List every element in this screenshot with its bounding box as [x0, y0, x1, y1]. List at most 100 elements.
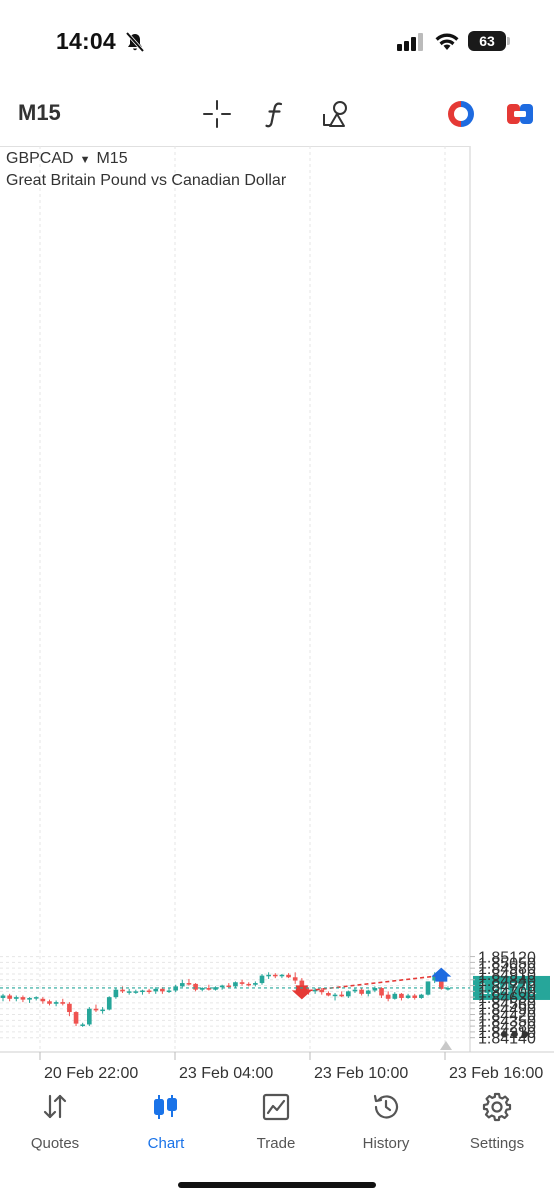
tab-history[interactable]: History: [331, 1092, 441, 1152]
x-tick-label: 23 Feb 16:00: [449, 1065, 543, 1082]
x-tick-label: 23 Feb 04:00: [179, 1065, 273, 1082]
candle-body: [412, 995, 418, 998]
candle-body: [133, 991, 139, 993]
candle-body: [365, 990, 371, 994]
candle-body: [199, 988, 205, 990]
x-tick-label: 23 Feb 10:00: [314, 1065, 408, 1082]
tab-history-label: History: [362, 1135, 410, 1152]
candle-body: [272, 974, 278, 977]
price-chart[interactable]: 1.84741 1.851201.850501.849801.849101.84…: [0, 146, 554, 1092]
buy-sell-icon[interactable]: [443, 96, 479, 132]
timeframe-button[interactable]: M15: [18, 100, 61, 125]
scroll-end-icon: [440, 1041, 452, 1050]
candle-body: [319, 989, 325, 993]
candle-body: [239, 982, 245, 984]
candle-body: [432, 975, 437, 981]
candle-body: [113, 989, 119, 998]
current-price-label: 1.84741: [479, 981, 537, 998]
current-price-badge: [473, 975, 550, 1000]
candle-body: [279, 974, 285, 977]
symbol-name[interactable]: GBPCAD: [6, 150, 74, 167]
candle-body: [153, 988, 159, 992]
tab-quotes-label: Quotes: [30, 1135, 80, 1152]
candle-body: [206, 988, 212, 990]
candle-body: [405, 995, 411, 998]
chevron-down-icon[interactable]: ▼: [79, 154, 91, 166]
battery-icon: 63: [468, 31, 506, 51]
y-tick-label: 1.84700: [478, 984, 536, 1001]
candle-body: [312, 989, 318, 992]
candle-body: [219, 985, 225, 988]
candle-body: [326, 993, 331, 996]
tab-settings[interactable]: Settings: [442, 1092, 552, 1152]
candle-body: [80, 1024, 86, 1026]
battery-cap: [507, 37, 510, 45]
y-tick-label: 1.84490: [478, 1002, 536, 1019]
candle-body: [346, 991, 351, 997]
candle-body: [140, 990, 145, 993]
candle-body: [40, 998, 46, 1002]
wifi-icon: [434, 31, 460, 56]
candle-body: [120, 989, 125, 992]
candle-body: [286, 974, 291, 978]
candle-body: [419, 994, 424, 998]
candle-body: [339, 994, 345, 997]
crosshair-icon[interactable]: [199, 96, 235, 132]
y-tick-label: 1.84420: [478, 1008, 536, 1025]
symbol-timeframe: M15: [96, 150, 128, 167]
candle-body: [13, 997, 19, 999]
candle-body: [233, 982, 238, 987]
y-tick-label: 1.84560: [478, 996, 536, 1013]
candle-body: [186, 983, 192, 985]
home-indicator: [178, 1182, 376, 1188]
candle-body: [352, 989, 358, 992]
candle-body: [445, 988, 451, 990]
tab-chart-label: Chart: [147, 1135, 185, 1152]
y-tick-label: 1.85120: [478, 950, 536, 967]
more-options-icon[interactable]: •••: [500, 1021, 532, 1048]
candle-body: [73, 1012, 79, 1024]
buy-marker-icon: [431, 967, 452, 982]
candle-body: [93, 1008, 99, 1011]
y-tick-label: 1.84630: [478, 990, 536, 1007]
tab-trade-label: Trade: [256, 1135, 296, 1152]
candle-body: [392, 993, 398, 999]
candle-body: [7, 995, 12, 999]
symbol-description: Great Britain Pound vs Canadian Dollar: [6, 172, 287, 189]
trade-link-line: [301, 974, 441, 993]
symbol-header[interactable]: GBPCAD ▼ M15: [6, 150, 128, 168]
tab-chart[interactable]: Chart: [111, 1092, 221, 1152]
candle-body: [246, 983, 252, 986]
candle-body: [266, 974, 271, 977]
candle-body: [226, 985, 232, 988]
candle-body: [100, 1009, 105, 1012]
candle-body: [179, 983, 185, 987]
tab-quotes[interactable]: Quotes: [0, 1092, 110, 1152]
history-icon: [371, 1092, 401, 1127]
sell-marker-icon: [291, 985, 312, 1000]
candle-body: [299, 980, 305, 990]
candle-body: [332, 994, 338, 997]
one-click-trading-icon[interactable]: [502, 96, 538, 132]
tab-trade[interactable]: Trade: [221, 1092, 331, 1152]
candle-body: [253, 983, 258, 985]
candle-body: [106, 997, 112, 1010]
candle-body: [60, 1002, 66, 1004]
y-tick-label: 1.84770: [478, 979, 536, 996]
y-tick-label: 1.84980: [478, 961, 536, 978]
quotes-arrows-icon: [40, 1092, 70, 1127]
status-time: 14:04: [56, 28, 116, 54]
y-tick-label: 1.85050: [478, 955, 536, 972]
candle-body: [33, 997, 39, 999]
candle-body: [53, 1002, 59, 1004]
candle-body: [385, 994, 391, 999]
objects-icon[interactable]: [318, 96, 354, 132]
candle-body: [87, 1008, 92, 1025]
cellular-signal-icon: [397, 33, 425, 56]
indicators-f-icon[interactable]: [257, 96, 293, 132]
bell-slash-icon: [124, 31, 146, 58]
candle-body: [292, 977, 298, 981]
candle-body: [126, 991, 132, 993]
candle-body: [160, 988, 165, 992]
y-tick-label: 1.84840: [478, 973, 536, 990]
